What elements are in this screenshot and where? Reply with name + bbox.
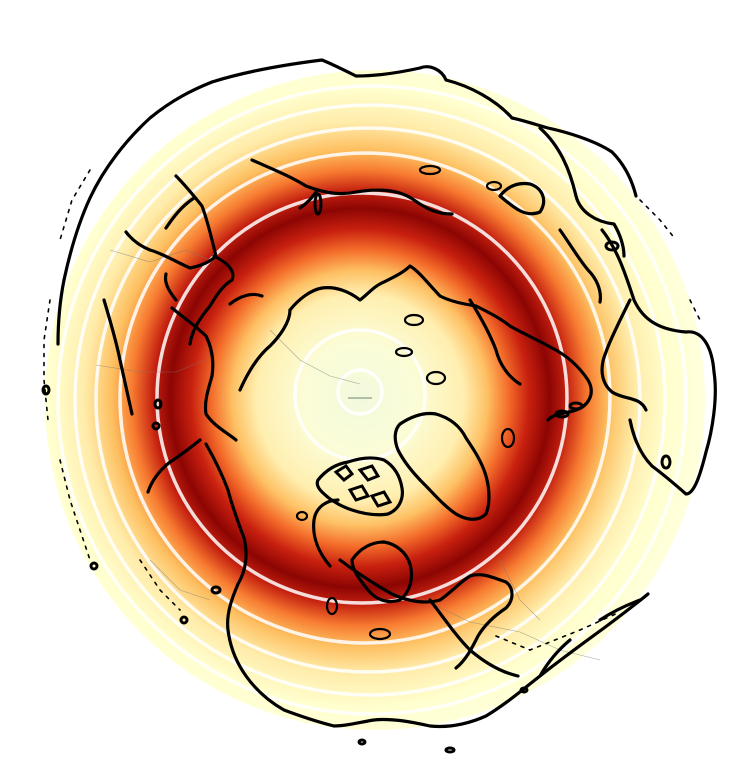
island-chains	[43, 169, 701, 651]
lakes-and-islands	[41, 164, 672, 754]
coastlines	[56, 58, 717, 729]
latitude-gridlines	[56, 84, 688, 716]
country-borders	[95, 249, 601, 661]
